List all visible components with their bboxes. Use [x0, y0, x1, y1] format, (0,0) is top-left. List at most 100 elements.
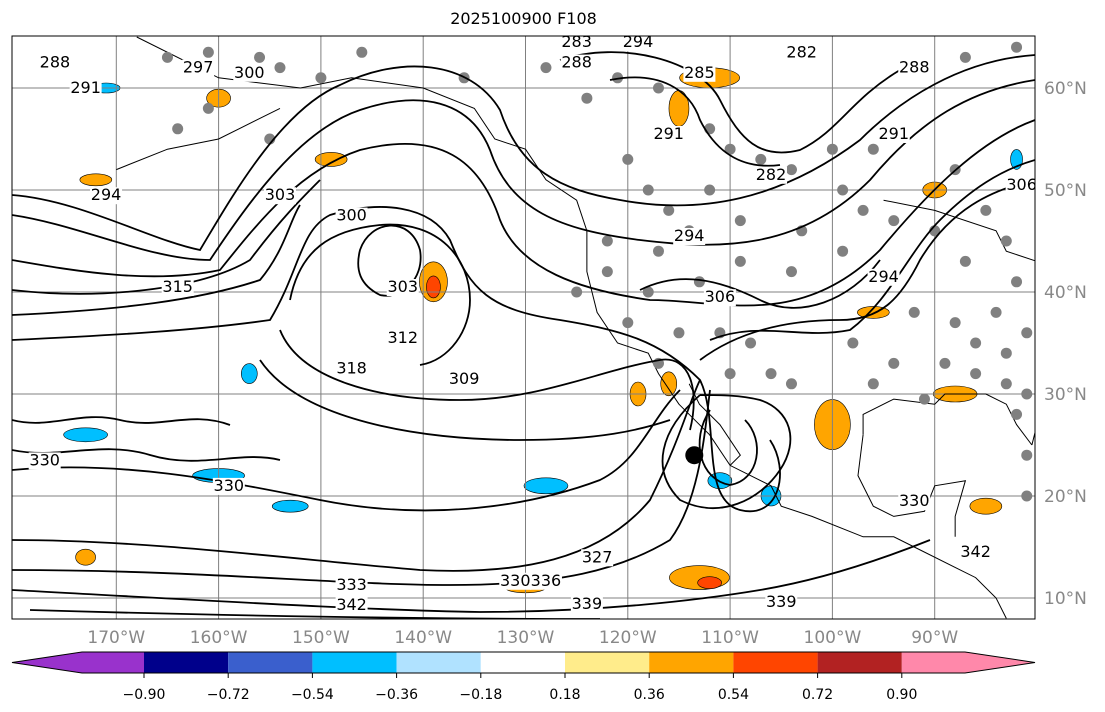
station-dot: [908, 306, 920, 318]
contour-label: 285: [684, 63, 715, 82]
contour-label-bg: [622, 36, 655, 52]
shaded-region: [660, 371, 678, 397]
contour-label-bg: [570, 596, 603, 614]
contour-label-bg: [386, 279, 419, 296]
station-dot: [734, 215, 746, 227]
axis-labels: 170°W 160°W 150°W 140°W 130°W 120°W 110°W 100°W…: [87, 79, 1086, 648]
contour-label: 303: [387, 277, 418, 296]
contour-label-bg: [898, 59, 931, 77]
contour-label-bg: [560, 54, 593, 72]
contour-line: [357, 224, 422, 297]
contour-label-bg: [69, 80, 102, 98]
station-dot: [1000, 378, 1012, 390]
map-title: 2025100900 F108: [450, 9, 597, 28]
contour-label: 327: [582, 547, 613, 566]
station-dot: [765, 368, 777, 380]
colorbar-segment: [565, 652, 650, 673]
station-dot: [867, 143, 879, 155]
lon-label: 140°W: [394, 628, 452, 648]
contour-label-bg: [877, 126, 910, 143]
station-dot: [826, 143, 838, 155]
contour-label: 330: [500, 571, 531, 590]
contour-label: 330: [29, 450, 60, 469]
station-dot: [642, 286, 654, 298]
station-dot: [663, 204, 675, 216]
station-dot: [622, 153, 634, 165]
station-dot: [785, 164, 797, 176]
contour-label: 297: [183, 58, 214, 77]
station-dots: [161, 41, 1033, 502]
shaded-region: [79, 173, 113, 187]
contour-label: 288: [40, 53, 71, 72]
contour-line: [12, 416, 231, 426]
station-dot: [970, 337, 982, 349]
station-dot: [642, 184, 654, 196]
shaded-region: [426, 275, 441, 299]
contour-label: 282: [756, 165, 787, 184]
station-dot: [274, 62, 286, 74]
contour-line: [289, 223, 471, 366]
coastline: [116, 107, 281, 171]
contour-label: 339: [766, 592, 797, 611]
contour-label: 333: [336, 575, 367, 594]
station-dot: [918, 393, 930, 405]
colorbar-outline: [11, 651, 1036, 674]
lon-label: 110°W: [701, 628, 759, 648]
colorbar-segment: [733, 652, 818, 673]
station-dot: [837, 245, 849, 257]
colorbar-segment: [144, 652, 229, 673]
contour-line: [279, 329, 695, 431]
station-dot: [652, 245, 664, 257]
station-dot: [785, 378, 797, 390]
contour-label: 306: [1006, 175, 1037, 194]
colorbar-segment: [901, 652, 965, 673]
lon-label: 100°W: [804, 628, 862, 648]
contour-label: 300: [336, 206, 367, 225]
station-dot: [315, 72, 327, 84]
contour-label: 283: [561, 32, 592, 51]
station-dot: [693, 276, 705, 288]
station-dot: [581, 92, 593, 104]
contour-label-bg: [335, 597, 368, 615]
contour-label: 288: [561, 53, 592, 72]
station-dot: [356, 46, 368, 58]
contour-label: 318: [336, 359, 367, 378]
contour-label-bg: [765, 594, 798, 612]
contour-label-bg: [529, 572, 562, 590]
contour-label-bg: [233, 64, 266, 82]
map-background: [12, 36, 1035, 619]
station-dot: [949, 317, 961, 329]
station-dot: [888, 357, 900, 369]
lat-label: 60°N: [1044, 79, 1087, 99]
colorbar-tick-label: −0.18: [459, 687, 502, 703]
contour-label-bg: [499, 572, 532, 590]
contour-label: 294: [868, 267, 899, 286]
station-dot: [847, 337, 859, 349]
station-dot: [704, 184, 716, 196]
contour-line: [609, 76, 781, 167]
lat-label: 30°N: [1044, 385, 1087, 405]
contour-line: [12, 119, 1035, 307]
station-dot: [622, 317, 634, 329]
contour-label-bg: [161, 279, 194, 296]
colorbar: −0.90 −0.72 −0.54 −0.36 −0.18 0.18 0.36 0.54 0.7…: [11, 651, 1036, 703]
contour-line: [639, 259, 881, 309]
shaded-region: [523, 477, 569, 495]
colorbar-extend-max: [963, 652, 1035, 673]
contour-label: 291: [653, 124, 684, 143]
shaded-region: [75, 548, 96, 566]
contour-line: [12, 539, 931, 613]
lon-label: 120°W: [599, 628, 657, 648]
station-dot: [980, 204, 992, 216]
station-dot: [161, 51, 173, 63]
shaded-region: [240, 363, 258, 384]
low-center-marker: [685, 446, 704, 465]
contour-label-bg: [683, 64, 716, 82]
station-dot: [888, 215, 900, 227]
lat-label: 10°N: [1044, 589, 1087, 609]
contour-label-bg: [703, 289, 736, 307]
contour-line: [12, 179, 321, 295]
colorbar-tick-label: −0.36: [375, 687, 418, 703]
contour-label-bg: [90, 187, 123, 205]
contour-label: 291: [70, 78, 101, 97]
